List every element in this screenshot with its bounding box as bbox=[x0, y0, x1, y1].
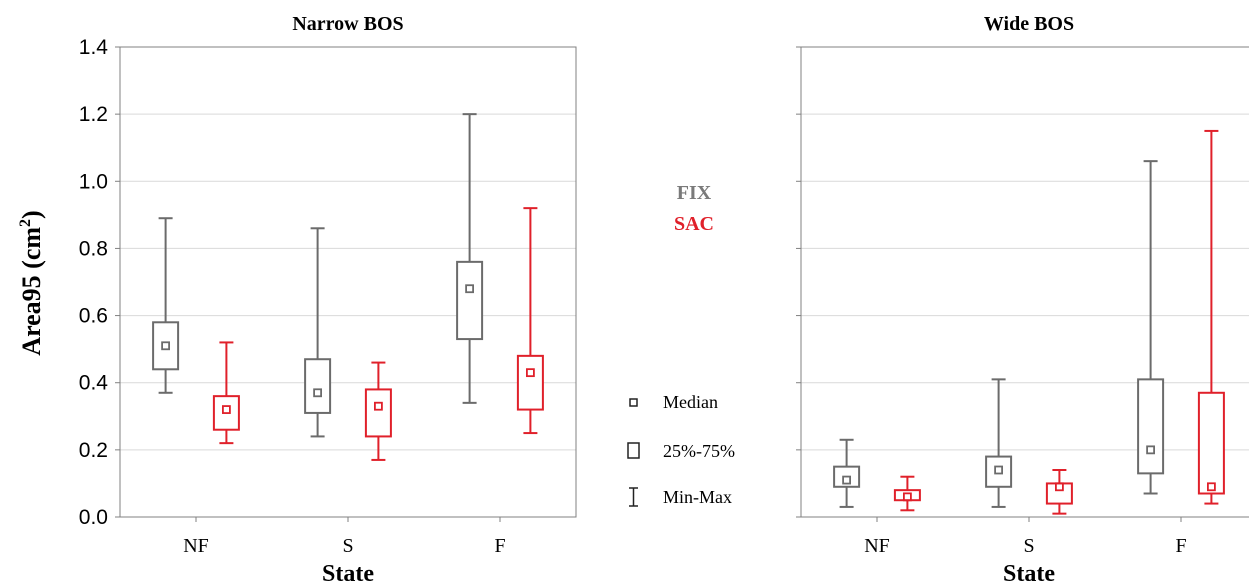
legend: Median 25%-75% Min-Max bbox=[627, 392, 735, 507]
box-fix-nf bbox=[152, 217, 180, 394]
legend-range-icon bbox=[629, 487, 638, 507]
median-marker bbox=[161, 341, 171, 351]
box-fix-s bbox=[985, 378, 1013, 508]
iqr-box bbox=[304, 358, 332, 414]
median-marker bbox=[1055, 482, 1064, 492]
legend-median-label: Median bbox=[663, 392, 718, 412]
x-axis-label: State bbox=[322, 561, 374, 587]
median-marker bbox=[1207, 482, 1216, 492]
y-tick-label: 1.2 bbox=[79, 103, 108, 126]
iqr-box bbox=[1197, 391, 1225, 495]
box-sac-nf bbox=[893, 475, 921, 512]
x-tick-label: NF bbox=[183, 535, 209, 557]
y-axis-label: Area95 (cm2) bbox=[17, 210, 46, 355]
y-tick-label: 1.4 bbox=[79, 36, 109, 59]
series-label-sac: SAC bbox=[674, 213, 714, 235]
median-marker bbox=[313, 388, 323, 398]
panel-wide-bos: Wide BOS NF S F State bbox=[796, 13, 1249, 587]
x-tick-label: S bbox=[342, 535, 353, 557]
box-sac-s bbox=[364, 361, 392, 461]
box-fix-s bbox=[304, 227, 332, 438]
x-tick-label: NF bbox=[864, 535, 890, 557]
legend-range-label: Min-Max bbox=[663, 487, 732, 507]
box-fix-f bbox=[1137, 160, 1165, 495]
x-tick-label: F bbox=[1175, 535, 1186, 557]
box-fix-f bbox=[456, 113, 484, 404]
plot-frame bbox=[119, 46, 577, 518]
iqr-box bbox=[516, 354, 544, 411]
iqr-box bbox=[893, 489, 921, 502]
y-tick-label: 1.0 bbox=[79, 170, 108, 193]
legend-iqr-icon bbox=[627, 442, 640, 459]
median-marker bbox=[842, 475, 851, 485]
median-marker bbox=[526, 368, 535, 378]
median-marker bbox=[1146, 445, 1155, 455]
y-tick-label: 0.6 bbox=[79, 305, 108, 328]
x-axis-label: State bbox=[1003, 561, 1055, 587]
y-tick-label: 0.2 bbox=[79, 439, 108, 462]
median-marker bbox=[221, 405, 231, 414]
box-fix-nf bbox=[833, 438, 861, 508]
box-sac-f bbox=[516, 207, 544, 435]
x-tick-label: S bbox=[1023, 535, 1034, 557]
median-marker bbox=[373, 401, 383, 411]
plot-frame bbox=[800, 46, 1249, 518]
panel-narrow-bos: 0.0 0.2 0.4 0.6 0.8 1.0 1.2 1.4 Narrow BOS NF S F St… bbox=[79, 13, 577, 587]
iqr-box bbox=[152, 321, 180, 371]
iqr-box bbox=[1137, 378, 1165, 475]
median-marker bbox=[903, 492, 912, 502]
y-tick-label: 0.0 bbox=[79, 506, 108, 529]
panel-title: Wide BOS bbox=[984, 13, 1074, 35]
y-tick-label: 0.4 bbox=[79, 372, 109, 395]
iqr-box bbox=[364, 388, 392, 438]
legend-iqr-label: 25%-75% bbox=[663, 441, 735, 461]
y-tick-label: 0.8 bbox=[79, 237, 108, 260]
box-sac-f bbox=[1197, 129, 1225, 505]
legend-median-icon bbox=[629, 398, 638, 407]
box-sac-s bbox=[1045, 469, 1073, 515]
series-label-fix: FIX bbox=[677, 182, 712, 204]
panel-title: Narrow BOS bbox=[292, 13, 403, 35]
median-marker bbox=[465, 284, 475, 294]
iqr-box bbox=[456, 260, 484, 341]
x-tick-label: F bbox=[494, 535, 505, 557]
iqr-box bbox=[985, 455, 1013, 488]
median-marker bbox=[994, 465, 1003, 475]
box-sac-nf bbox=[212, 341, 240, 445]
iqr-box bbox=[1045, 482, 1073, 505]
